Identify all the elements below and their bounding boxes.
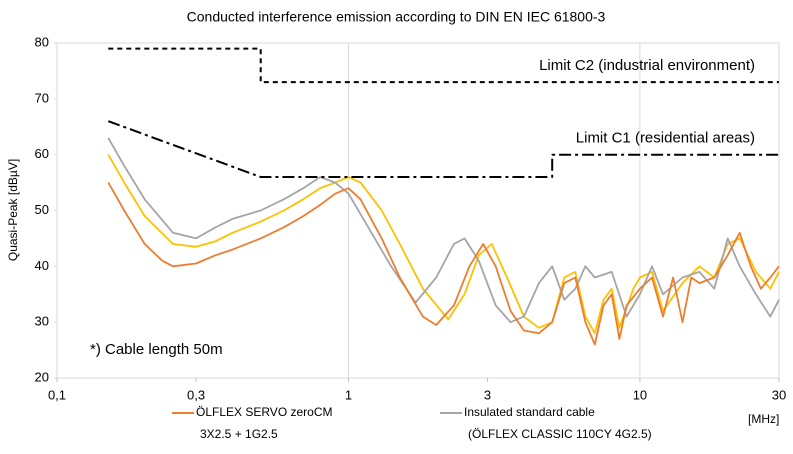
x-axis-label: [MHz] <box>748 412 779 426</box>
series-line <box>107 182 780 346</box>
x-tick-label: 0,1 <box>48 387 66 402</box>
limit-line <box>107 120 779 178</box>
limit-label: Limit C1 (residential areas) <box>576 130 755 147</box>
legend-label-detail: 3X2.5 + 1G2.5 <box>200 427 278 441</box>
y-tick-label: 40 <box>35 258 49 273</box>
x-tick-label: 1 <box>345 387 352 402</box>
limit-line <box>108 47 779 84</box>
series-line <box>107 154 780 335</box>
series-line <box>107 137 780 324</box>
y-axis-label: Quasi-Peak [dBµV] <box>6 159 20 261</box>
y-tick-label: 70 <box>35 90 49 105</box>
x-tick-label: 3 <box>484 387 491 402</box>
y-tick-label: 20 <box>35 369 49 384</box>
y-tick-label: 50 <box>35 202 49 217</box>
y-tick-label: 30 <box>35 314 49 329</box>
plot-frame <box>56 42 780 379</box>
limit-label: Limit C2 (industrial environment) <box>539 57 755 74</box>
y-tick-label: 60 <box>35 146 49 161</box>
legend-label-detail: (ÖLFLEX CLASSIC 110CY 4G2.5) <box>468 427 652 441</box>
note: *) Cable length 50m <box>90 341 223 358</box>
x-tick-label: 10 <box>633 387 647 402</box>
x-tick-label: 0,3 <box>187 387 205 402</box>
chart-title: Conducted interference emission accordin… <box>187 9 606 25</box>
legend-label: ÖLFLEX SERVO zeroCM <box>196 405 333 419</box>
y-tick-label: 80 <box>35 34 49 49</box>
x-tick-label: 30 <box>772 387 786 402</box>
legend-label: Insulated standard cable <box>464 405 595 419</box>
